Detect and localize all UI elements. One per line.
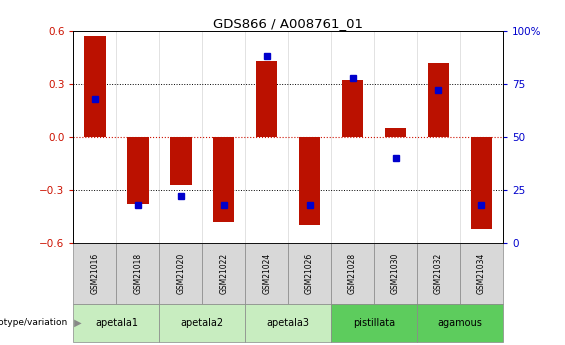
Text: GSM21030: GSM21030	[391, 253, 400, 294]
Bar	[417, 304, 503, 342]
Bar	[84, 36, 106, 137]
Text: GSM21022: GSM21022	[219, 253, 228, 294]
Text: GSM21018: GSM21018	[133, 253, 142, 294]
Bar	[245, 304, 331, 342]
Bar	[460, 243, 503, 304]
Bar	[331, 304, 417, 342]
Text: GSM21034: GSM21034	[477, 253, 486, 294]
Bar	[428, 63, 449, 137]
Bar	[256, 61, 277, 137]
Text: genotype/variation: genotype/variation	[0, 318, 68, 327]
Bar	[374, 243, 417, 304]
Bar	[299, 137, 320, 225]
Text: apetala1: apetala1	[95, 318, 138, 328]
Bar	[245, 243, 288, 304]
Bar	[331, 243, 374, 304]
Bar	[170, 137, 192, 185]
Bar	[159, 304, 245, 342]
Bar	[73, 304, 159, 342]
Title: GDS866 / A008761_01: GDS866 / A008761_01	[213, 17, 363, 30]
Bar	[417, 243, 460, 304]
Bar	[385, 128, 406, 137]
Bar	[202, 243, 245, 304]
Text: GSM21032: GSM21032	[434, 253, 443, 294]
Text: apetala3: apetala3	[267, 318, 310, 328]
Bar	[73, 243, 116, 304]
Bar	[342, 80, 363, 137]
Bar	[288, 243, 331, 304]
Text: pistillata: pistillata	[353, 318, 395, 328]
Text: ▶: ▶	[71, 318, 81, 328]
Bar	[159, 243, 202, 304]
Text: GSM21028: GSM21028	[348, 253, 357, 294]
Bar	[213, 137, 234, 221]
Bar	[116, 243, 159, 304]
Text: GSM21016: GSM21016	[90, 253, 99, 294]
Text: GSM21026: GSM21026	[305, 253, 314, 294]
Text: agamous: agamous	[437, 318, 483, 328]
Text: GSM21024: GSM21024	[262, 253, 271, 294]
Bar	[127, 137, 149, 204]
Text: apetala2: apetala2	[181, 318, 224, 328]
Bar	[471, 137, 492, 229]
Text: GSM21020: GSM21020	[176, 253, 185, 294]
